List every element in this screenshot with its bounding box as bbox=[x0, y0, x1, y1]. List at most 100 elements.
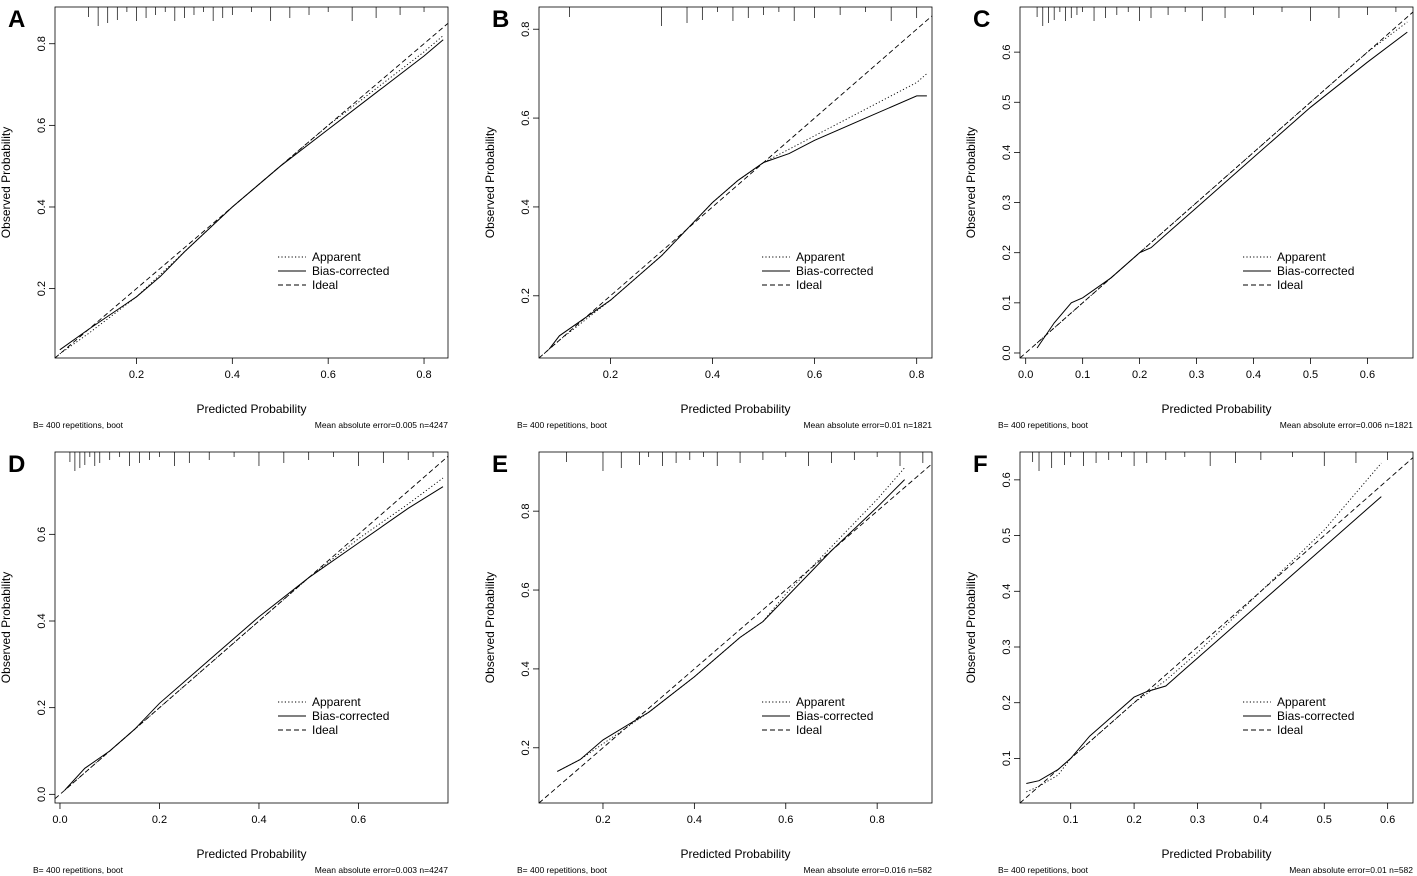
legend-entry: Apparent bbox=[796, 250, 845, 264]
series-apparent-line bbox=[1026, 462, 1382, 793]
y-tick-label: 0.8 bbox=[520, 22, 532, 37]
series-apparent-line bbox=[64, 477, 444, 791]
x-tick-label: 0.2 bbox=[603, 369, 618, 381]
y-tick-label: 0.4 bbox=[520, 661, 532, 676]
legend-entry: Apparent bbox=[312, 250, 361, 264]
footer-right: Mean absolute error=0.005 n=4247 bbox=[315, 420, 449, 430]
footer-right: Mean absolute error=0.01 n=582 bbox=[1289, 865, 1413, 875]
y-axis-title: Observed Probability bbox=[483, 127, 497, 238]
panel-f: F 0.1 0.2 0.3 0.4 0.5 0.6 0.1 0.2 0.3 0.4 0.5 0.6 Pre… bbox=[964, 451, 1414, 875]
y-tick-label: 0.1 bbox=[1001, 751, 1013, 766]
y-axis-title: Observed Probability bbox=[964, 127, 978, 238]
y-axis-title: Observed Probability bbox=[0, 572, 13, 683]
x-tick-label: 0.6 bbox=[778, 814, 793, 826]
series-ideal-line bbox=[1019, 11, 1414, 359]
series-bias-corrected-line bbox=[64, 486, 444, 791]
legend-entry: Ideal bbox=[312, 278, 338, 292]
x-axis-title: Predicted Probability bbox=[1161, 402, 1271, 416]
panel-letter: B bbox=[492, 6, 509, 33]
series-bias-corrected-line bbox=[557, 479, 905, 772]
y-tick-label: 0.0 bbox=[1001, 345, 1013, 360]
x-tick-label: 0.3 bbox=[1190, 814, 1205, 826]
panel-letter: E bbox=[492, 451, 508, 478]
x-tick-label: 0.2 bbox=[129, 369, 144, 381]
series-bias-corrected-line bbox=[1026, 496, 1382, 784]
y-tick-label: 0.6 bbox=[520, 110, 532, 125]
x-tick-label: 0.8 bbox=[870, 814, 885, 826]
footer-left: B= 400 repetitions, boot bbox=[517, 420, 608, 430]
y-axis-title: Observed Probability bbox=[964, 572, 978, 683]
legend-entry: Bias-corrected bbox=[312, 709, 389, 723]
legend-entry: Bias-corrected bbox=[796, 709, 873, 723]
legend-entry: Apparent bbox=[312, 695, 361, 709]
y-tick-label: 0.2 bbox=[520, 740, 532, 755]
y-axis-title: Observed Probability bbox=[0, 127, 13, 238]
legend-entry: Ideal bbox=[796, 278, 822, 292]
series-ideal-line bbox=[538, 463, 933, 804]
x-axis-title: Predicted Probability bbox=[680, 402, 790, 416]
y-tick-label: 0.8 bbox=[36, 36, 48, 51]
series-bias-corrected-line bbox=[548, 95, 927, 350]
y-tick-label: 0.3 bbox=[1001, 195, 1013, 210]
y-tick-label: 0.4 bbox=[1001, 584, 1013, 599]
legend-entry: Apparent bbox=[1277, 695, 1326, 709]
legend-entry: Bias-corrected bbox=[1277, 709, 1354, 723]
y-tick-label: 0.2 bbox=[1001, 695, 1013, 710]
x-tick-label: 0.6 bbox=[1380, 814, 1395, 826]
series-ideal-line bbox=[1019, 457, 1414, 804]
x-tick-label: 0.6 bbox=[321, 369, 336, 381]
panel-a: A 0.2 0.4 0.6 0.8 0.2 0.4 0.6 0.8 Predicted Proba… bbox=[0, 6, 449, 430]
legend-entry: Bias-corrected bbox=[312, 264, 389, 278]
x-tick-label: 0.5 bbox=[1303, 369, 1318, 381]
y-tick-label: 0.4 bbox=[1001, 145, 1013, 160]
x-tick-label: 0.4 bbox=[1253, 814, 1268, 826]
x-axis-title: Predicted Probability bbox=[196, 402, 306, 416]
panel-c: C 0.0 0.1 0.2 0.3 0.4 0.5 0.6 0.0 0.1 0.2 0.3 0.4 0.5… bbox=[964, 6, 1414, 430]
x-tick-label: 0.4 bbox=[705, 369, 720, 381]
y-tick-label: 0.6 bbox=[36, 118, 48, 133]
panel-letter: A bbox=[8, 6, 25, 33]
x-tick-label: 0.4 bbox=[1246, 369, 1261, 381]
y-tick-label: 0.5 bbox=[1001, 528, 1013, 543]
y-tick-label: 0.2 bbox=[1001, 245, 1013, 260]
x-tick-label: 0.1 bbox=[1075, 369, 1090, 381]
x-tick-label: 0.4 bbox=[687, 814, 702, 826]
panel-b: B 0.2 0.4 0.6 0.8 0.2 0.4 0.6 0.8 Predicted Proba… bbox=[483, 6, 933, 430]
footer-right: Mean absolute error=0.006 n=1821 bbox=[1280, 420, 1414, 430]
footer-left: B= 400 repetitions, boot bbox=[998, 865, 1089, 875]
series-bias-corrected-line bbox=[59, 39, 444, 351]
y-tick-label: 0.2 bbox=[36, 281, 48, 296]
y-tick-label: 0.6 bbox=[1001, 472, 1013, 487]
plot-frame bbox=[54, 451, 449, 804]
series-ideal-line bbox=[54, 22, 449, 359]
x-tick-label: 0.6 bbox=[1360, 369, 1375, 381]
y-tick-label: 0.4 bbox=[36, 199, 48, 214]
footer-left: B= 400 repetitions, boot bbox=[33, 420, 124, 430]
y-axis-title: Observed Probability bbox=[483, 572, 497, 683]
x-tick-label: 0.4 bbox=[225, 369, 240, 381]
footer-right: Mean absolute error=0.016 n=582 bbox=[803, 865, 932, 875]
footer-left: B= 400 repetitions, boot bbox=[998, 420, 1089, 430]
footer-left: B= 400 repetitions, boot bbox=[33, 865, 124, 875]
footer-right: Mean absolute error=0.003 n=4247 bbox=[315, 865, 449, 875]
x-tick-label: 0.6 bbox=[807, 369, 822, 381]
series-ideal-line bbox=[54, 455, 449, 800]
panel-letter: C bbox=[973, 6, 990, 33]
panel-e: E 0.2 0.4 0.6 0.8 0.2 0.4 0.6 0.8 Predicted Proba… bbox=[483, 451, 933, 875]
x-tick-label: 0.8 bbox=[909, 369, 924, 381]
y-tick-label: 0.8 bbox=[520, 504, 532, 519]
y-tick-label: 0.5 bbox=[1001, 95, 1013, 110]
x-axis-title: Predicted Probability bbox=[1161, 847, 1271, 861]
x-axis-title: Predicted Probability bbox=[196, 847, 306, 861]
y-tick-label: 0.6 bbox=[520, 582, 532, 597]
y-tick-label: 0.0 bbox=[36, 787, 48, 802]
plot-frame bbox=[1019, 6, 1414, 359]
x-tick-label: 0.2 bbox=[1132, 369, 1147, 381]
plot-frame bbox=[54, 6, 449, 359]
plot-frame bbox=[1019, 451, 1414, 804]
y-tick-label: 0.2 bbox=[36, 700, 48, 715]
y-tick-label: 0.6 bbox=[36, 527, 48, 542]
y-tick-label: 0.3 bbox=[1001, 639, 1013, 654]
legend-entry: Ideal bbox=[312, 723, 338, 737]
legend-entry: Ideal bbox=[1277, 278, 1303, 292]
